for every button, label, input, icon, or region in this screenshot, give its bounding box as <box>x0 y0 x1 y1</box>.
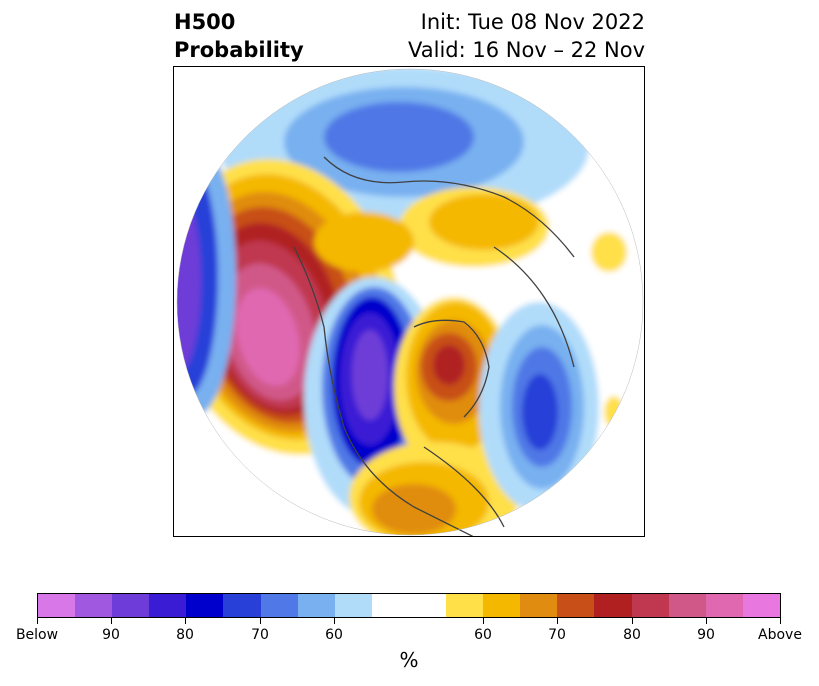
colorbar-swatch-15 <box>594 594 632 617</box>
colorbar-tick-label-3: 70 <box>251 627 269 643</box>
colorbar-swatch-6 <box>260 594 298 617</box>
colorbar-tick-7 <box>632 618 633 624</box>
colorbar-swatch-16 <box>631 594 669 617</box>
colorbar-swatch-2 <box>112 594 150 617</box>
colorbar-swatch-10 <box>408 594 447 617</box>
colorbar-swatch-19 <box>742 594 780 617</box>
coastlines <box>293 156 575 536</box>
colorbar-tick-label-0: Below <box>15 627 59 643</box>
colorbar-tick-3 <box>260 618 261 624</box>
colorbar-swatch-12 <box>483 594 521 617</box>
colorbar-tick-0 <box>37 618 38 624</box>
colorbar-tick-label-1: 90 <box>102 627 120 643</box>
colorbar-swatch-5 <box>223 594 261 617</box>
colorbar-tick-label-4: 60 <box>325 627 343 643</box>
colorbar-tick-9 <box>780 618 781 624</box>
colorbar-tick-6 <box>557 618 558 624</box>
title-left: H500 Probability <box>174 8 304 64</box>
colorbar-swatch-14 <box>557 594 595 617</box>
field-label: H500 <box>174 10 236 34</box>
colorbar-swatch-0 <box>38 594 76 617</box>
colorbar-tick-label-5: 60 <box>474 627 492 643</box>
colorbar-tick-label-8: 90 <box>697 627 715 643</box>
colorbar-tick-label-2: 80 <box>176 627 194 643</box>
colorbar-tick-label-6: 70 <box>548 627 566 643</box>
colorbar <box>37 593 781 618</box>
probability-map <box>176 68 644 536</box>
map-panel <box>173 66 645 537</box>
colorbar-swatch-18 <box>705 594 743 617</box>
west-pacific-below-anomaly <box>177 137 236 417</box>
colorbar-swatch-3 <box>149 594 187 617</box>
colorbar-tick-label-9: Above <box>758 627 802 643</box>
colorbar-swatch-1 <box>75 594 113 617</box>
colorbar-tick-5 <box>483 618 484 624</box>
colorbar-tick-1 <box>111 618 112 624</box>
product-label: Probability <box>174 38 304 62</box>
colorbar-tick-2 <box>185 618 186 624</box>
init-date: Init: Tue 08 Nov 2022 <box>420 10 645 34</box>
colorbar-tick-4 <box>334 618 335 624</box>
valid-range: Valid: 16 Nov – 22 Nov <box>408 38 645 62</box>
atlantic-below-anomaly <box>479 302 599 512</box>
colorbar-swatch-9 <box>371 594 409 617</box>
alaska-above-anomaly <box>314 187 549 272</box>
colorbar-tick-label-7: 80 <box>623 627 641 643</box>
colorbar-swatch-4 <box>186 594 224 617</box>
colorbar-swatch-13 <box>520 594 558 617</box>
colorbar-swatch-8 <box>334 594 372 617</box>
colorbar-unit: % <box>399 648 419 672</box>
eastern-us-above-anomaly <box>349 442 519 535</box>
colorbar-swatch-17 <box>668 594 706 617</box>
colorbar-swatch-7 <box>297 594 335 617</box>
colorbar-tick-8 <box>706 618 707 624</box>
colorbar-swatch-11 <box>446 594 484 617</box>
title-right: Init: Tue 08 Nov 2022 Valid: 16 Nov – 22… <box>408 8 645 64</box>
